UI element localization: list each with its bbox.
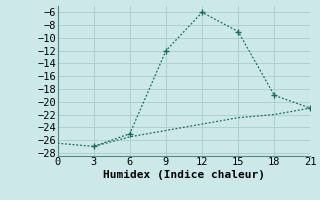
X-axis label: Humidex (Indice chaleur): Humidex (Indice chaleur) [103,170,265,180]
